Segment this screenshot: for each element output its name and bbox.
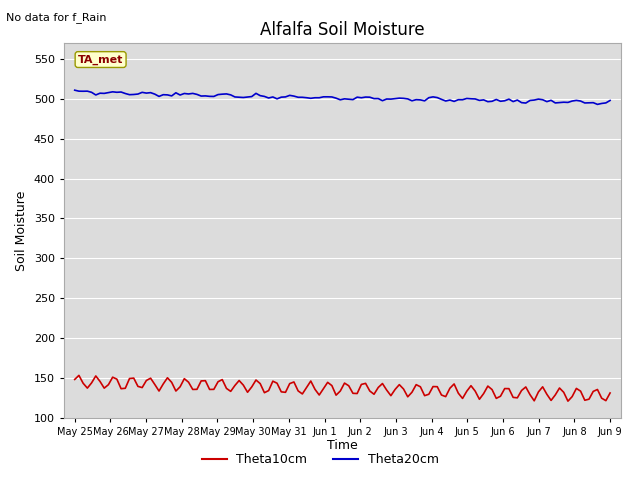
X-axis label: Time: Time	[327, 439, 358, 453]
Y-axis label: Soil Moisture: Soil Moisture	[15, 190, 28, 271]
Text: TA_met: TA_met	[78, 54, 124, 65]
Title: Alfalfa Soil Moisture: Alfalfa Soil Moisture	[260, 21, 425, 39]
Legend: Theta10cm, Theta20cm: Theta10cm, Theta20cm	[196, 448, 444, 471]
Text: No data for f_Rain: No data for f_Rain	[6, 12, 107, 23]
